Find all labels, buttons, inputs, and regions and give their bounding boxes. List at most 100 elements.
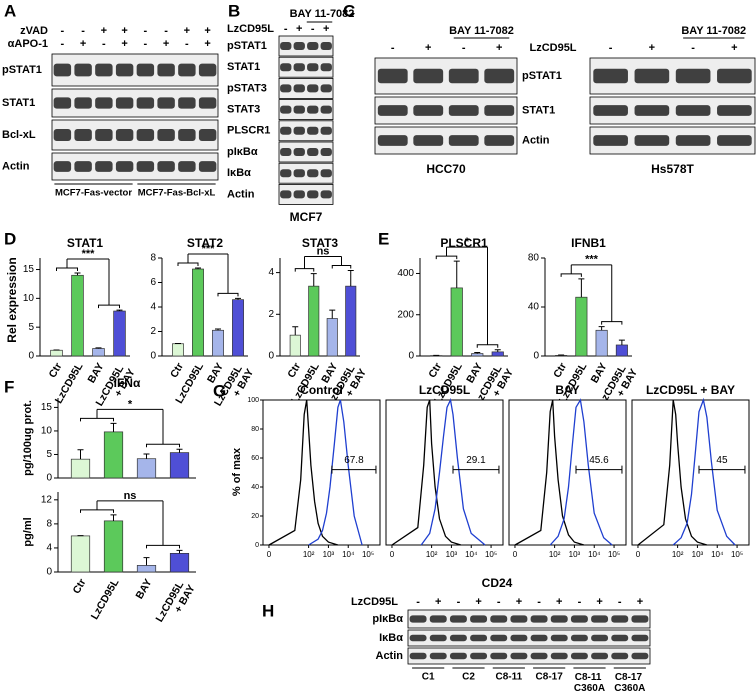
- blot-band: [413, 68, 444, 84]
- x-tick-label: Ctr: [168, 361, 186, 380]
- x-tick-label: 10⁴: [342, 550, 355, 559]
- treatment-sign: +: [637, 596, 643, 608]
- blot-band: [198, 161, 217, 172]
- y-axis-label: Rel expression: [5, 257, 19, 342]
- blot-band: [409, 615, 427, 623]
- blot-band: [198, 97, 217, 109]
- blot-band: [307, 84, 319, 93]
- histogram-line: [420, 397, 486, 546]
- panel-letter: A: [4, 1, 16, 20]
- error-bar: [176, 549, 183, 554]
- treatment-sign: +: [516, 596, 522, 608]
- y-tick-label: 0: [150, 351, 156, 362]
- blot-band: [320, 190, 332, 199]
- treatment-sign: +: [323, 23, 329, 35]
- blot-band: [530, 615, 548, 623]
- blot-band: [280, 42, 292, 50]
- inhibitor-label: BAY 11-7082: [449, 25, 514, 37]
- bar: [50, 349, 63, 357]
- blot-band: [484, 68, 515, 84]
- row-label: IκBα: [379, 632, 403, 644]
- blot-frame: [278, 183, 334, 205]
- blot-band: [293, 42, 305, 50]
- bar: [615, 344, 628, 357]
- y-tick-label: 2: [150, 326, 156, 337]
- blot-band: [593, 68, 628, 84]
- blot-band: [293, 126, 305, 135]
- bracket: [146, 409, 180, 448]
- blot-band: [675, 68, 711, 84]
- treatment-sign: -: [497, 596, 501, 608]
- row-label: STAT1: [2, 97, 35, 109]
- blot-band: [198, 129, 217, 141]
- blot-band: [280, 190, 292, 199]
- row-label: IκBα: [227, 167, 251, 179]
- y-tick-label: 4: [150, 302, 156, 313]
- blot-band: [591, 634, 609, 642]
- blot-band: [429, 634, 447, 642]
- x-tick-label: Ctr: [551, 361, 569, 380]
- treatment-sign: -: [284, 23, 288, 35]
- y-tick-label: 2: [268, 309, 274, 320]
- blot-band: [550, 615, 568, 623]
- row-label: STAT1: [522, 104, 555, 116]
- bracket: [177, 254, 199, 267]
- blot-band: [198, 63, 217, 77]
- blot-band: [490, 634, 508, 642]
- error-bar: [474, 351, 481, 354]
- blot-band: [157, 129, 175, 141]
- x-tick-label: 10⁴: [711, 550, 724, 559]
- blot-band: [320, 84, 332, 93]
- inhibitor-label: BAY 11-7082: [681, 25, 746, 37]
- histogram-line: [308, 399, 363, 546]
- blot-band: [631, 652, 649, 660]
- error-bar: [494, 349, 501, 352]
- error-bar: [310, 273, 317, 287]
- treatment-sign: +: [731, 42, 737, 54]
- treatment-sign: +: [649, 42, 655, 54]
- blot-band: [611, 652, 629, 660]
- blot-band: [484, 135, 515, 146]
- x-tick-label: 10⁴: [465, 550, 478, 559]
- blot-band: [293, 169, 305, 178]
- blot-band: [307, 105, 319, 114]
- bar: [575, 296, 588, 357]
- blot-band: [510, 634, 528, 642]
- treatment-sign: +: [121, 25, 127, 37]
- blot-band: [550, 634, 568, 642]
- blot-band: [280, 63, 292, 72]
- blot-band: [611, 634, 629, 642]
- blot-band: [320, 42, 332, 50]
- blot-band: [280, 169, 292, 178]
- blot-band: [95, 97, 113, 109]
- blot-band: [293, 105, 305, 114]
- bar: [595, 329, 608, 357]
- blot-band: [593, 135, 628, 146]
- blot-band: [409, 634, 427, 642]
- bar: [136, 458, 157, 479]
- treatment-sign: +: [296, 23, 302, 35]
- blot-band: [510, 615, 528, 623]
- blot-band: [631, 634, 649, 642]
- y-tick-label: 20: [251, 513, 259, 520]
- blot-frame: [278, 162, 334, 184]
- blot-band: [570, 615, 588, 623]
- significance: ns: [317, 245, 330, 257]
- blot-band: [293, 63, 305, 72]
- bar: [103, 431, 124, 479]
- blot-band: [293, 148, 305, 156]
- treatment-sign: +: [101, 25, 107, 37]
- blot-band: [550, 652, 568, 660]
- blot-band: [74, 63, 92, 77]
- blot-band: [490, 615, 508, 623]
- panel-letter: E: [378, 229, 389, 248]
- x-tick-label: 10²: [303, 550, 315, 559]
- error-bar: [329, 309, 336, 319]
- bar: [212, 329, 224, 357]
- treatment-sign: -: [144, 38, 148, 50]
- y-tick-label: 40: [251, 484, 259, 491]
- treatment-sign: -: [61, 25, 65, 37]
- blot-band: [717, 135, 752, 146]
- blot-band: [307, 42, 319, 50]
